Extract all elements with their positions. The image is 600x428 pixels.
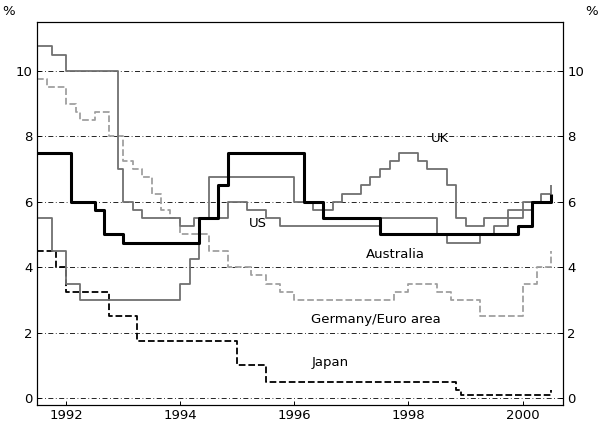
Text: %: % (585, 5, 598, 18)
Text: Japan: Japan (311, 356, 349, 369)
Text: %: % (2, 5, 15, 18)
Text: US: US (248, 217, 266, 229)
Text: Australia: Australia (365, 247, 425, 261)
Text: UK: UK (431, 131, 449, 145)
Text: Germany/Euro area: Germany/Euro area (311, 313, 441, 326)
